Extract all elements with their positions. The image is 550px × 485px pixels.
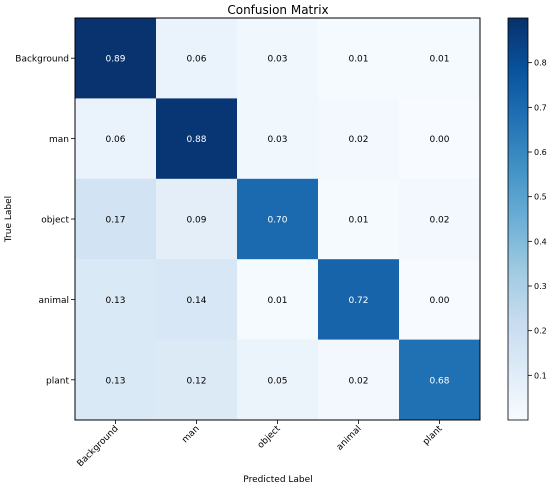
cell-value-label: 0.00: [429, 296, 449, 306]
cell-value-label: 0.02: [348, 135, 368, 145]
x-axis-label: Predicted Label: [243, 475, 312, 485]
heatmap-cell: [156, 259, 238, 341]
heatmap-cell: [318, 178, 400, 260]
heatmap-cell: [75, 339, 157, 421]
heatmap-cell: [75, 259, 157, 341]
heatmap-cell: [75, 178, 157, 260]
colorbar: [507, 17, 529, 421]
cell-value-label: 0.00: [429, 135, 449, 145]
colorbar-tick-label: 0.2: [534, 327, 547, 336]
y-tick-label: Background: [15, 55, 69, 65]
x-axis: Background man object animal plant: [76, 420, 445, 469]
heatmap-cell: [237, 339, 319, 421]
x-tick-label: plant: [421, 424, 445, 448]
heatmap-cell: [237, 98, 319, 180]
cell-value-label: 0.70: [267, 216, 287, 226]
cell-value-label: 0.06: [105, 135, 125, 145]
x-tick-label: man: [180, 424, 201, 445]
cell-value-label: 0.01: [348, 216, 368, 226]
cell-value-label: 0.88: [186, 135, 206, 145]
heatmap-cell: [75, 18, 157, 99]
cell-value-label: 0.09: [186, 216, 206, 226]
colorbar-ticks: 0.1 0.2 0.3 0.4 0.5 0.6 0.7 0.8: [528, 59, 547, 380]
cell-value-label: 0.01: [429, 55, 449, 65]
colorbar-tick-label: 0.1: [534, 371, 547, 380]
y-tick-label: plant: [46, 376, 69, 386]
cell-value-label: 0.89: [105, 55, 125, 65]
cell-value-label: 0.14: [186, 296, 206, 306]
y-tick-label: object: [41, 216, 69, 226]
heatmap-cell: [156, 18, 238, 99]
heatmap-cell-labels: 0.89 0.06 0.03 0.01 0.01 0.06 0.88 0.03 0.02 0.00…: [105, 55, 449, 387]
cell-value-label: 0.05: [267, 376, 287, 386]
heatmap-cell: [399, 98, 481, 180]
heatmap-cell: [399, 339, 481, 421]
colorbar-tick-label: 0.4: [534, 237, 547, 246]
heatmap-cell: [237, 259, 319, 341]
heatmap-cell: [237, 178, 319, 260]
heatmap-cell: [399, 18, 481, 99]
heatmap-cell: [399, 259, 481, 341]
colorbar-tick-label: 0.5: [534, 193, 547, 202]
y-tick-label: man: [49, 135, 69, 145]
cell-value-label: 0.02: [348, 376, 368, 386]
cell-value-label: 0.03: [267, 55, 287, 65]
heatmap-cell: [156, 178, 238, 260]
heatmap-cell: [318, 259, 400, 341]
y-axis: Background man object animal plant: [15, 55, 75, 386]
cell-value-label: 0.17: [105, 216, 125, 226]
colorbar-tick-label: 0.6: [534, 148, 547, 157]
heatmap-cell: [75, 98, 157, 180]
cell-value-label: 0.72: [348, 296, 368, 306]
chart-title: Confusion Matrix: [227, 3, 328, 17]
cell-value-label: 0.02: [429, 216, 449, 226]
x-tick-label: animal: [335, 424, 364, 453]
colorbar-tick-label: 0.8: [534, 59, 547, 68]
heatmap-cell: [399, 178, 481, 260]
colorbar-tick-label: 0.7: [534, 103, 547, 112]
cell-value-label: 0.68: [429, 376, 449, 386]
cell-value-label: 0.03: [267, 135, 287, 145]
heatmap-cell: [318, 18, 400, 99]
y-axis-label: True Label: [4, 196, 14, 243]
heatmap-cells: [75, 18, 481, 421]
cell-value-label: 0.12: [186, 376, 206, 386]
heatmap-cell: [318, 98, 400, 180]
y-tick-label: animal: [38, 296, 69, 306]
heatmap-cell: [156, 339, 238, 421]
cell-value-label: 0.01: [267, 296, 287, 306]
heatmap-cell: [318, 339, 400, 421]
heatmap-cell: [237, 18, 319, 99]
x-tick-label: Background: [76, 424, 121, 469]
cell-value-label: 0.13: [105, 376, 125, 386]
cell-value-label: 0.01: [348, 55, 368, 65]
x-tick-label: object: [256, 424, 283, 451]
heatmap-cell: [156, 98, 238, 180]
cell-value-label: 0.06: [186, 55, 206, 65]
cell-value-label: 0.13: [105, 296, 125, 306]
colorbar-tick-label: 0.3: [534, 282, 547, 291]
